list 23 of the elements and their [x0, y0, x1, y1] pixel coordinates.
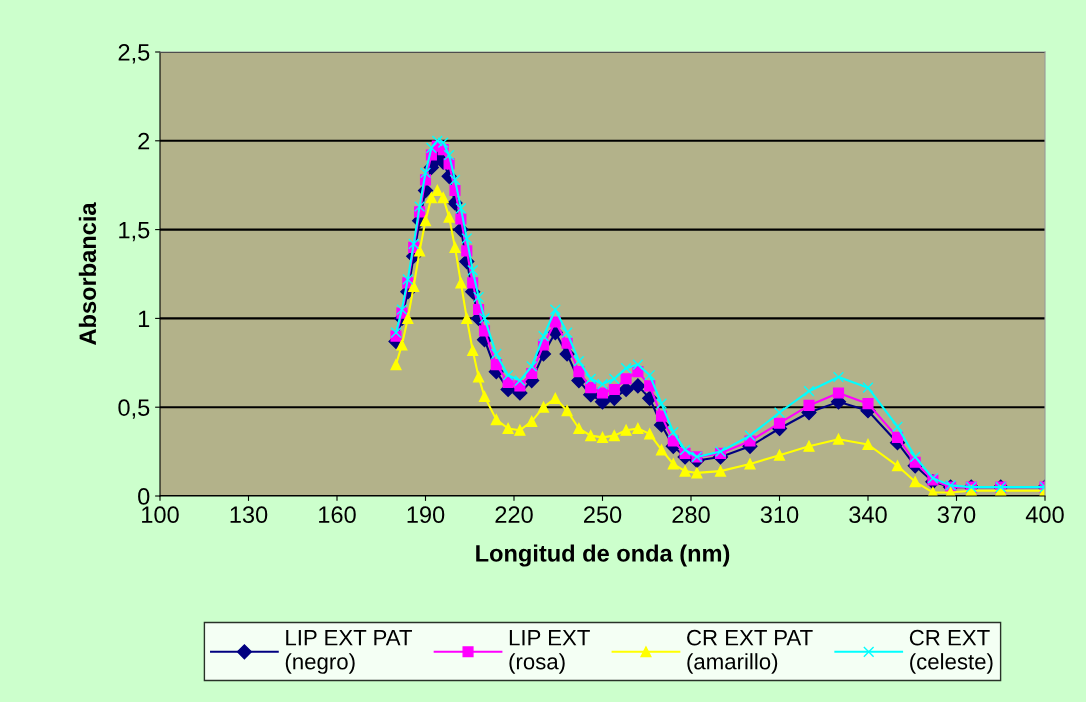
y-tick-label: 1 [138, 310, 150, 327]
y-tick-label: 2 [138, 132, 150, 150]
x-tick-label: 130 [230, 506, 268, 524]
legend-label: LIP EXT PAT (negro) [285, 630, 412, 674]
x-tick-label: 220 [495, 506, 533, 524]
y-axis-title: Absorbancia [78, 202, 97, 345]
legend-label: CR EXT PAT (amarillo) [687, 629, 813, 674]
y-tick-label: 1,5 [119, 221, 150, 242]
legend-label: LIP EXT (rosa) [509, 630, 590, 674]
x-tick-label: 160 [319, 506, 356, 524]
y-tick-label: 0 [138, 488, 150, 505]
legend-label: CR EXT (celeste) [909, 629, 993, 674]
x-tick-label: 400 [1025, 506, 1064, 524]
x-axis-title: Longitud de onda (nm) [476, 544, 730, 567]
x-tick-label: 250 [583, 506, 622, 524]
x-tick-label: 190 [407, 506, 445, 524]
y-tick-label: 0,5 [118, 399, 150, 419]
x-tick-label: 340 [849, 506, 887, 524]
x-tick-label: 310 [760, 506, 799, 524]
y-tick-label: 2,5 [118, 44, 150, 64]
x-tick-label: 100 [142, 506, 179, 524]
x-tick-label: 370 [937, 506, 976, 524]
x-tick-label: 280 [672, 506, 710, 524]
